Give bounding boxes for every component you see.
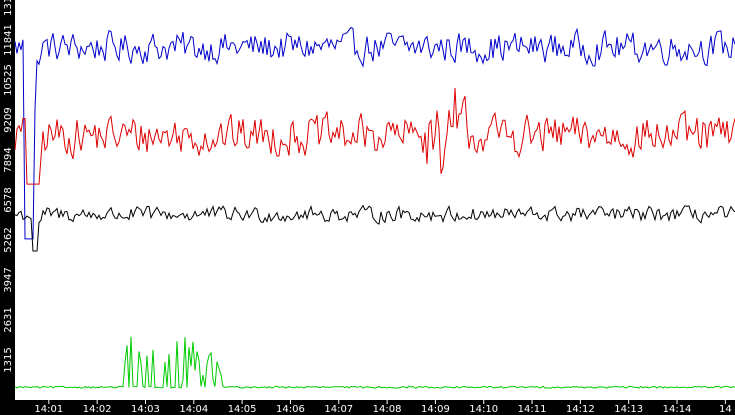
- x-tick-label: 14:06: [276, 404, 305, 415]
- series-line-green: [14, 336, 735, 389]
- x-tick-label: 14:10: [469, 404, 498, 415]
- y-tick-label: 11841: [3, 24, 14, 56]
- y-tick-label: 2631: [3, 307, 14, 332]
- x-tick-label: 14: [719, 404, 732, 415]
- x-tick-label: 14:03: [131, 404, 160, 415]
- y-tick-label: 6578: [3, 187, 14, 212]
- y-tick-label: 10525: [3, 64, 14, 96]
- series-group: [14, 26, 735, 389]
- x-tick-label: 14:07: [324, 404, 353, 415]
- series-line-red: [14, 87, 735, 185]
- x-tick-label: 14:14: [663, 404, 692, 415]
- x-tick-label: 14:12: [566, 404, 595, 415]
- y-tick-label: 3947: [3, 267, 14, 292]
- x-tick-label: 14:04: [179, 404, 208, 415]
- series-line-blue: [14, 26, 735, 240]
- x-tick-label: 14:13: [614, 404, 643, 415]
- y-tick-label: 7894: [3, 147, 14, 172]
- series-line-black: [14, 204, 735, 252]
- x-ticks: 14:01 14:02 14:03 14:04 14:05 14:06 14:07 14:08…: [34, 400, 732, 415]
- y-tick-label: 13157: [3, 0, 14, 16]
- y-tick-label: 9209: [3, 107, 14, 132]
- x-tick-label: 14:02: [83, 404, 112, 415]
- y-tick-label: 1315: [3, 347, 14, 372]
- x-tick-label: 14:05: [228, 404, 257, 415]
- y-axis-panel: [0, 0, 15, 400]
- y-ticks: 1315 2631 3947 5262 6578 7894 9209 10525 11841 13…: [3, 0, 14, 373]
- y-tick-label: 5262: [3, 227, 14, 252]
- x-tick-label: 14:11: [518, 404, 547, 415]
- x-axis-panel: [0, 400, 735, 415]
- x-tick-label: 14:09: [421, 404, 450, 415]
- x-tick-label: 14:01: [34, 404, 63, 415]
- x-tick-label: 14:08: [373, 404, 402, 415]
